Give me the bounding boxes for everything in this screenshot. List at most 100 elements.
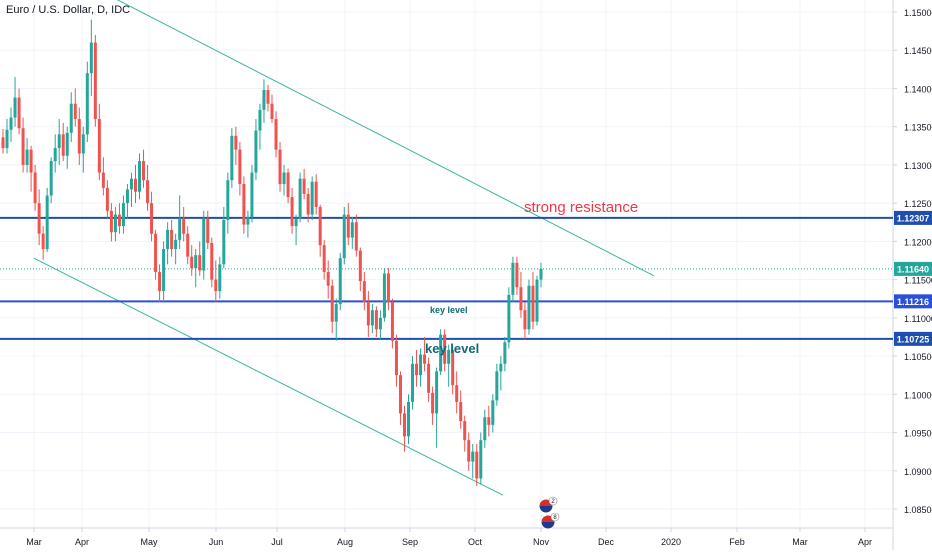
time-tick-label: Dec <box>598 537 615 547</box>
price-tick-label: 1.12000 <box>904 237 932 247</box>
candle-body <box>503 342 507 364</box>
candle-body <box>174 239 178 250</box>
candle-body <box>1 137 5 149</box>
candle-body <box>262 89 266 110</box>
event-count-badge <box>550 512 560 522</box>
candle-body <box>270 103 274 120</box>
price-tick-label: 1.13000 <box>904 161 932 171</box>
annotation-text[interactable]: strong resistance <box>524 199 638 216</box>
time-axis[interactable]: Mar Apr May Jun Jul Aug Sep Oct Nov Dec 2020 Feb Mar… <box>0 527 893 547</box>
candle-body <box>33 172 37 204</box>
candle-body <box>539 268 543 280</box>
event-icons[interactable]: 28 <box>538 496 560 530</box>
price-tick-label: 1.14500 <box>904 46 932 56</box>
candle-body <box>419 354 423 376</box>
time-tick-label: Nov <box>533 537 550 547</box>
candle-body <box>427 363 431 393</box>
price-axis[interactable]: 1.15000 1.14500 1.14000 1.13500 1.13000 1.125… <box>892 0 932 550</box>
candle-body <box>17 97 21 129</box>
candle-body <box>338 258 342 305</box>
economic-event-icon[interactable]: 8 <box>540 512 560 530</box>
candle-body <box>483 417 487 441</box>
candle-body <box>166 229 170 250</box>
candle-body <box>226 180 230 220</box>
trendlines[interactable] <box>33 0 655 496</box>
event-flag-ring <box>540 514 556 530</box>
candle-body <box>57 134 61 149</box>
candle-body <box>402 413 406 437</box>
candle-body <box>463 421 467 441</box>
price-axis-label: 1.11216 <box>897 297 929 307</box>
candle-body <box>407 401 411 437</box>
time-tick-label: Apr <box>858 537 872 547</box>
candle-body <box>479 440 483 479</box>
annotations[interactable]: strong resistance key level key level <box>425 199 638 356</box>
candle-body <box>455 385 459 402</box>
annotation-text[interactable]: key level <box>425 341 479 356</box>
candle-body <box>198 255 202 271</box>
candle-body <box>447 349 451 364</box>
candle-body <box>350 222 354 238</box>
candle-body <box>459 401 463 422</box>
trendline-upper-channel[interactable] <box>110 0 655 277</box>
candle-body <box>210 242 214 280</box>
candle-body <box>523 310 527 330</box>
price-axis-label-box <box>894 294 932 309</box>
event-count: 8 <box>553 515 557 521</box>
candle-body <box>89 42 93 74</box>
event-count-badge <box>548 496 558 506</box>
candle-body <box>109 210 113 233</box>
annotation-text[interactable]: key level <box>430 305 468 315</box>
price-tick-label: 1.15000 <box>904 8 932 18</box>
candle-body <box>37 203 41 234</box>
candle-body <box>93 42 97 120</box>
time-tick-label: Jul <box>271 537 283 547</box>
candle-body <box>222 219 226 265</box>
candle-body <box>439 334 443 372</box>
candle-body <box>61 134 65 156</box>
candle-body <box>398 375 402 414</box>
candle-body <box>154 233 158 272</box>
candle-body <box>230 135 234 181</box>
time-tick-label: Mar <box>792 537 808 547</box>
candle-body <box>374 310 378 330</box>
horizontal-levels[interactable] <box>0 216 893 340</box>
candle-body <box>178 218 182 240</box>
candle-body <box>113 214 117 233</box>
candle-body <box>451 349 455 386</box>
candle-body <box>49 161 53 196</box>
candle-body <box>5 129 9 149</box>
candle-body <box>21 128 25 165</box>
price-axis-label: 1.10725 <box>897 334 930 344</box>
candle-body <box>435 371 439 414</box>
candle-body <box>394 340 398 376</box>
candle-body <box>491 400 495 425</box>
candle-body <box>9 117 13 130</box>
price-tick-label: 1.12500 <box>904 199 932 209</box>
candle-body <box>101 172 105 188</box>
time-tick-label: Feb <box>729 537 745 547</box>
candle-body <box>411 363 415 402</box>
candle-body <box>282 172 286 185</box>
trendline-lower-channel[interactable] <box>33 257 504 496</box>
candle-body <box>142 161 146 181</box>
event-flag-blue <box>539 506 553 513</box>
candle-body <box>415 363 419 376</box>
price-tick-label: 1.14000 <box>904 84 932 94</box>
candle-body <box>162 249 166 292</box>
candle-body <box>150 203 154 234</box>
price-axis-label-box <box>894 331 932 346</box>
economic-event-icon[interactable]: 2 <box>538 496 558 514</box>
candle-body <box>266 89 270 104</box>
candle-body <box>182 218 186 234</box>
candle-body <box>515 262 519 288</box>
candle-body <box>326 271 330 286</box>
candle-body <box>105 187 109 211</box>
candle-body <box>133 178 137 192</box>
candle-body <box>499 363 503 372</box>
candle-body <box>390 302 394 341</box>
candle-body <box>41 233 45 250</box>
candle-body <box>254 130 258 173</box>
